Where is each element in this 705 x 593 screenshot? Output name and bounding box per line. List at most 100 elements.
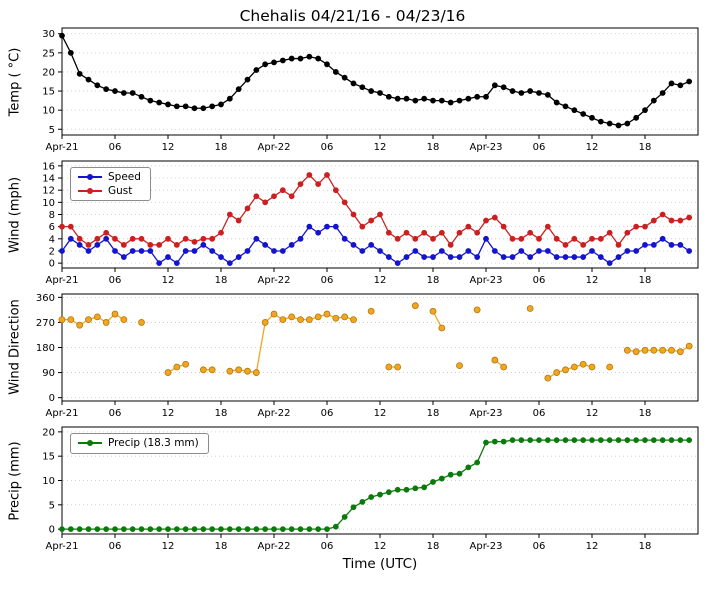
svg-text:06: 06	[533, 408, 546, 419]
x-tick-labels: Apr-21 06 12 18 Apr-22 06 12 18 Apr-23 06 12 18	[46, 135, 651, 153]
gust-marker-sample	[87, 187, 93, 194]
svg-text:18: 18	[639, 408, 652, 419]
svg-text:12: 12	[374, 275, 387, 286]
svg-text:18: 18	[427, 408, 440, 419]
wind-legend: Speed Gust	[70, 167, 151, 201]
svg-text:06: 06	[533, 275, 546, 286]
svg-text:06: 06	[109, 541, 122, 552]
svg-text:18: 18	[215, 541, 228, 552]
legend-precip-label: Precip (18.3 mm)	[108, 437, 199, 449]
svg-text:6: 6	[49, 222, 55, 233]
svg-text:18: 18	[639, 275, 652, 286]
svg-text:Apr-23: Apr-23	[470, 408, 503, 419]
svg-text:12: 12	[586, 408, 599, 419]
svg-text:20: 20	[42, 427, 55, 438]
svg-text:2: 2	[49, 246, 55, 257]
svg-text:10: 10	[42, 198, 55, 209]
svg-text:5: 5	[49, 125, 55, 136]
svg-text:06: 06	[109, 275, 122, 286]
svg-text:10: 10	[42, 106, 55, 117]
y-tick-labels: 5 10 15 20 25 30	[42, 29, 62, 136]
legend-item-speed: Speed	[78, 172, 141, 183]
svg-text:06: 06	[109, 142, 122, 153]
svg-text:06: 06	[533, 541, 546, 552]
svg-text:12: 12	[162, 275, 175, 286]
svg-text:12: 12	[586, 142, 599, 153]
svg-text:270: 270	[36, 318, 55, 329]
precip-marker-sample	[87, 440, 93, 447]
legend-speed-label: Speed	[108, 171, 141, 183]
gridlines	[63, 296, 697, 399]
legend-item-precip: Precip (18.3 mm)	[78, 438, 199, 449]
svg-text:18: 18	[427, 142, 440, 153]
svg-text:12: 12	[374, 408, 387, 419]
svg-text:90: 90	[42, 368, 55, 379]
gridlines	[63, 431, 697, 530]
chart-title: Chehalis 04/21/16 - 04/23/16	[239, 7, 466, 25]
svg-text:0: 0	[49, 259, 55, 270]
svg-text:06: 06	[321, 408, 334, 419]
svg-text:Apr-22: Apr-22	[258, 275, 291, 286]
svg-text:06: 06	[321, 142, 334, 153]
svg-text:18: 18	[215, 408, 228, 419]
svg-text:Apr-23: Apr-23	[470, 142, 503, 153]
plot-frame	[61, 27, 699, 136]
svg-text:12: 12	[586, 275, 599, 286]
svg-text:Apr-21: Apr-21	[46, 408, 79, 419]
series-precip-18-3-mm-	[59, 437, 693, 533]
svg-text:10: 10	[42, 476, 55, 487]
svg-text:12: 12	[374, 541, 387, 552]
svg-text:06: 06	[533, 142, 546, 153]
svg-text:4: 4	[49, 234, 55, 245]
svg-text:18: 18	[215, 142, 228, 153]
svg-text:180: 180	[36, 343, 55, 354]
svg-text:06: 06	[321, 275, 334, 286]
svg-text:0: 0	[49, 393, 55, 404]
gust-line-sample	[78, 187, 102, 194]
series-temp	[59, 32, 693, 129]
svg-text:Apr-23: Apr-23	[470, 275, 503, 286]
svg-text:12: 12	[42, 186, 55, 197]
svg-text:Apr-22: Apr-22	[258, 142, 291, 153]
svg-text:12: 12	[162, 408, 175, 419]
y-tick-labels: 0 90 180 270 360	[36, 293, 62, 404]
speed-line-sample	[78, 174, 102, 181]
x-tick-labels: Apr-21 06 12 18 Apr-22 06 12 18 Apr-23 06 12 18	[46, 401, 652, 419]
svg-text:Apr-23: Apr-23	[470, 541, 503, 552]
precip-legend: Precip (18.3 mm)	[70, 433, 209, 454]
svg-text:18: 18	[427, 541, 440, 552]
svg-text:14: 14	[42, 174, 55, 185]
series-speed	[59, 223, 693, 267]
speed-marker-sample	[87, 174, 93, 181]
xlabel-time-utc: Time (UTC)	[342, 556, 418, 572]
svg-text:18: 18	[639, 541, 652, 552]
series-gust	[59, 172, 693, 248]
svg-text:12: 12	[162, 142, 175, 153]
svg-text:Apr-21: Apr-21	[46, 275, 79, 286]
legend-item-gust: Gust	[78, 184, 141, 197]
x-tick-labels: Apr-21 06 12 18 Apr-22 06 12 18 Apr-23 06 12 18	[46, 534, 652, 552]
svg-text:12: 12	[162, 541, 175, 552]
svg-text:15: 15	[42, 452, 55, 463]
svg-text:12: 12	[374, 142, 387, 153]
legend-gust-label: Gust	[108, 184, 133, 197]
svg-text:16: 16	[42, 161, 55, 172]
svg-text:18: 18	[427, 275, 440, 286]
svg-text:Apr-21: Apr-21	[46, 142, 79, 153]
svg-text:360: 360	[36, 293, 55, 304]
series-direction	[58, 302, 693, 382]
svg-text:12: 12	[586, 541, 599, 552]
svg-text:06: 06	[321, 541, 334, 552]
svg-text:0: 0	[49, 525, 55, 536]
svg-text:5: 5	[49, 500, 55, 511]
svg-text:15: 15	[42, 87, 55, 98]
svg-text:Apr-22: Apr-22	[258, 541, 291, 552]
svg-text:25: 25	[42, 48, 55, 59]
y-tick-labels: 0 5 10 15 20	[42, 427, 62, 536]
